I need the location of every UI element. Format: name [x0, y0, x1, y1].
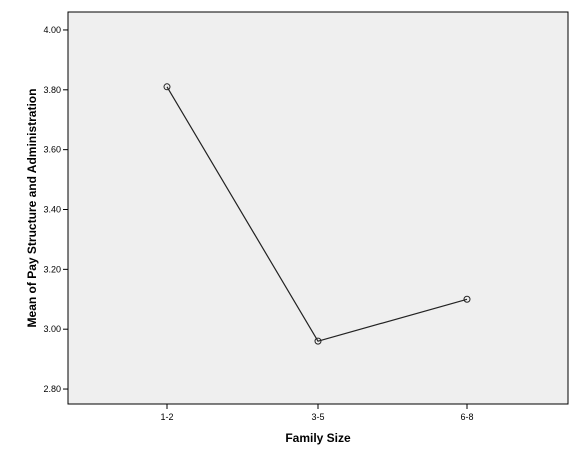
- y-tick-label: 3.80: [43, 85, 61, 95]
- y-tick-label: 3.20: [43, 264, 61, 274]
- data-point: [463, 295, 471, 303]
- y-tick-label: 2.80: [43, 384, 61, 394]
- y-axis-title: Mean of Pay Structure and Administration: [25, 89, 39, 328]
- series-line: [166, 86, 468, 342]
- y-tick-label: 3.00: [43, 324, 61, 334]
- y-tick-label: 3.60: [43, 145, 61, 155]
- plot-area: [67, 11, 569, 405]
- x-axis-title: Family Size: [285, 431, 351, 445]
- x-tick-label: 3-5: [311, 412, 324, 422]
- data-point: [314, 337, 322, 345]
- y-tick-label: 4.00: [43, 25, 61, 35]
- series-group: [163, 83, 471, 345]
- y-axis: 2.80 3.00 3.20 3.40 3.60 3.80 4.00: [43, 25, 68, 394]
- x-axis: 1-2 3-5 6-8: [160, 404, 474, 422]
- x-tick-label: 6-8: [460, 412, 473, 422]
- x-tick-label: 1-2: [160, 412, 173, 422]
- y-tick-label: 3.40: [43, 204, 61, 214]
- data-point: [163, 83, 171, 91]
